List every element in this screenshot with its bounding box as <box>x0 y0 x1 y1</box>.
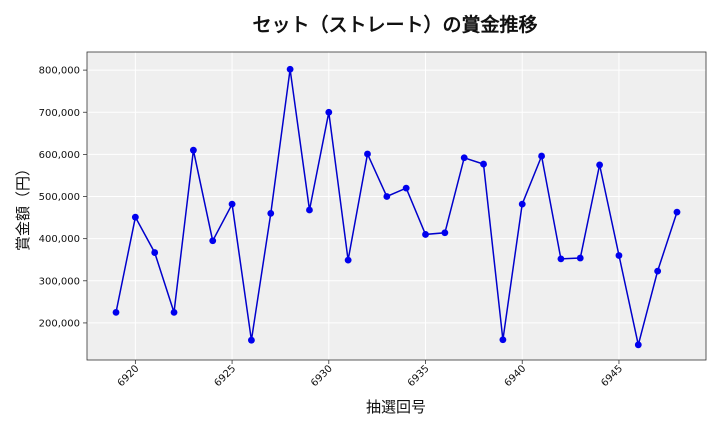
grid <box>87 52 706 360</box>
data-point <box>596 161 604 169</box>
data-point <box>170 308 178 316</box>
data-point <box>189 146 197 154</box>
y-tick-label: 300,000 <box>39 276 80 287</box>
x-tick-label: 6945 <box>599 363 625 389</box>
data-point <box>383 193 391 200</box>
data-point <box>228 200 236 208</box>
y-tick-label: 700,000 <box>39 108 80 119</box>
data-point <box>557 255 565 263</box>
x-tick-label: 6935 <box>406 363 432 389</box>
x-tick-label: 6925 <box>212 363 238 389</box>
data-point <box>267 209 275 217</box>
data-point <box>460 154 468 162</box>
y-tick-label: 400,000 <box>39 234 80 245</box>
data-point <box>441 229 449 237</box>
data-point <box>209 237 217 245</box>
y-tick-label: 800,000 <box>39 66 80 77</box>
plot-area <box>87 52 706 360</box>
data-point <box>576 254 584 262</box>
data-point <box>634 341 642 349</box>
data-point <box>151 249 159 256</box>
y-tick-label: 200,000 <box>39 318 80 329</box>
y-tick-label: 500,000 <box>39 192 80 203</box>
chart-title: セット（ストレート）の賞金推移 <box>252 13 537 36</box>
data-point <box>344 256 352 264</box>
data-point <box>364 150 371 158</box>
data-point <box>538 152 545 160</box>
series-line <box>115 69 678 345</box>
x-tick-label: 6940 <box>503 363 529 389</box>
data-point <box>673 208 681 216</box>
data-point <box>402 184 410 192</box>
data-point <box>306 206 313 214</box>
data-points <box>112 65 681 349</box>
x-tick-label: 6930 <box>309 363 335 389</box>
x-axis-label: 抽選回号 <box>366 398 426 416</box>
y-axis-label: 賞金額（円） <box>14 161 32 251</box>
data-point <box>422 231 429 238</box>
data-point <box>518 200 526 208</box>
data-point <box>131 213 139 221</box>
data-point <box>112 308 120 316</box>
data-point <box>325 108 333 116</box>
plot-frame <box>86 51 707 361</box>
data-point <box>480 160 487 168</box>
data-point <box>286 65 294 73</box>
y-axis: 200,000 300,000 400,000 500,000 600,000 700,0… <box>39 66 87 329</box>
data-point <box>248 336 255 344</box>
data-point <box>615 252 623 259</box>
x-tick-label: 6920 <box>116 363 142 389</box>
data-point <box>499 336 507 344</box>
data-point <box>654 267 662 275</box>
y-tick-label: 600,000 <box>39 150 80 161</box>
x-axis: 6920 6925 6930 6935 6940 6945 <box>116 360 625 389</box>
